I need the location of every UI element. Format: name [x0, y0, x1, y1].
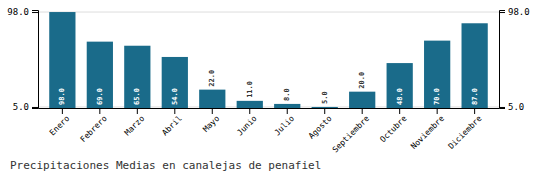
x-tick: Mayo	[201, 108, 221, 134]
x-tick-mark	[474, 108, 475, 114]
y2-axis-tick-label: 98.0	[508, 7, 530, 17]
bar	[274, 104, 300, 108]
bar	[87, 42, 113, 108]
y2-axis-tick-label: 5.0	[508, 102, 524, 112]
x-tick: Febrero	[79, 108, 109, 144]
x-tick: Abril	[160, 108, 184, 137]
x-tick-mark	[287, 108, 288, 114]
x-tick-mark	[249, 108, 250, 114]
x-tick: Diciembre	[447, 108, 484, 151]
x-tick-mark	[399, 108, 400, 114]
y2-axis-tick-mark	[499, 12, 505, 13]
bar	[124, 46, 150, 108]
data-label: 65.0	[133, 88, 141, 105]
data-label: 5.0	[321, 91, 329, 104]
y-axis-tick: 98.0	[7, 7, 38, 17]
data-label: 98.0	[58, 88, 66, 105]
bar	[349, 92, 375, 108]
data-label: 22.0	[208, 70, 216, 87]
x-tick-label: Marzo	[123, 114, 147, 138]
data-label: 69.0	[96, 88, 104, 105]
x-tick-label: Mayo	[201, 114, 221, 134]
plot: Enero Febrero Marzo Abril Mayo Junio Julio Agos…	[7, 7, 529, 154]
title: Precipitaciones Medias en canalejas de p…	[10, 159, 321, 172]
bar	[424, 41, 450, 108]
x-axis: Enero Febrero Marzo Abril Mayo Junio Julio Agos…	[39, 108, 500, 154]
x-tick-mark	[174, 108, 175, 114]
x-tick-mark	[362, 108, 363, 114]
bar	[387, 63, 413, 108]
chart: Enero Febrero Marzo Abril Mayo Junio Julio Agos…	[0, 0, 537, 174]
bar	[199, 90, 225, 108]
grid-line	[38, 12, 499, 13]
bar	[312, 107, 338, 108]
bar	[49, 12, 75, 108]
x-tick-label: Diciembre	[447, 114, 484, 151]
x-tick: Noviembre	[409, 108, 446, 151]
bars	[49, 12, 488, 108]
data-label: 54.0	[171, 88, 179, 105]
x-tick: Junio	[235, 108, 259, 137]
x-tick-label: Septiembre	[331, 114, 372, 155]
x-tick-label: Enero	[48, 114, 72, 138]
x-tick: Marzo	[123, 108, 147, 137]
bar	[462, 23, 488, 108]
x-axis-line	[39, 108, 500, 109]
x-tick-mark	[99, 108, 100, 114]
x-tick-label: Junio	[235, 114, 259, 138]
x-tick-mark	[62, 108, 63, 114]
x-tick-mark	[324, 108, 325, 114]
y2-axis: 5.0 98.0	[499, 7, 530, 112]
x-tick-mark	[212, 108, 213, 114]
y-axis-line	[32, 11, 39, 109]
x-tick-label: Noviembre	[409, 114, 446, 151]
x-tick-label: Octubre	[378, 114, 408, 144]
bar	[237, 101, 263, 108]
x-tick-label: Agosto	[307, 114, 334, 141]
x-tick-label: Julio	[273, 114, 297, 138]
y-axis-tick-label: 98.0	[7, 7, 29, 17]
bar	[162, 57, 188, 108]
x-tick-mark	[137, 108, 138, 114]
x-tick: Enero	[48, 108, 72, 137]
data-labels: 98.0 69.0 65.0 54.0 22.0 11.0 8.0 5.0 20.0 48.0 70…	[58, 70, 478, 105]
y2-axis-tick-mark	[499, 107, 505, 108]
y2-axis-tick: 5.0	[499, 102, 524, 112]
data-label: 8.0	[283, 88, 291, 101]
data-label: 20.0	[358, 72, 366, 89]
x-tick: Julio	[273, 108, 297, 137]
data-label: 87.0	[471, 88, 479, 105]
data-label: 48.0	[396, 88, 404, 105]
x-tick: Octubre	[378, 108, 408, 144]
y-axis: 5.0 98.0	[7, 7, 38, 112]
data-label: 70.0	[433, 88, 441, 105]
y-axis-tick: 5.0	[13, 102, 38, 112]
data-label: 11.0	[246, 81, 254, 98]
x-tick: Septiembre	[331, 108, 372, 154]
y2-axis-tick: 98.0	[499, 7, 530, 17]
x-tick-mark	[437, 108, 438, 114]
x-tick: Agosto	[307, 108, 334, 141]
y-axis-tick-mark	[32, 12, 38, 13]
x-tick-label: Abril	[160, 114, 184, 138]
y-axis-tick-mark	[32, 107, 38, 108]
x-tick-label: Febrero	[79, 114, 109, 144]
y2-axis-line	[500, 11, 506, 109]
y-axis-tick-label: 5.0	[13, 102, 29, 112]
